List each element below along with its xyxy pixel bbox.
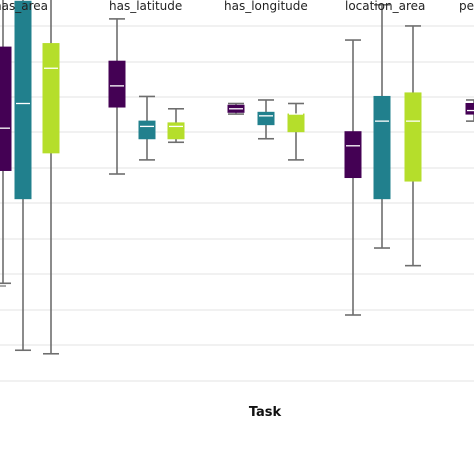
iqr-box xyxy=(14,0,32,200)
box-has_longitude-series-2 xyxy=(287,102,305,161)
x-axis-title: Task xyxy=(249,405,282,420)
box-has_latitude-series-0 xyxy=(108,18,126,175)
category-label-pe: pe xyxy=(459,0,474,13)
box-has_area-series-0 xyxy=(0,0,12,285)
box-location_area-series-1 xyxy=(373,4,391,249)
iqr-box xyxy=(257,111,275,126)
iqr-box xyxy=(108,60,126,108)
category-label-location-area: location_area xyxy=(345,0,425,13)
box-has_latitude-series-2 xyxy=(167,107,185,144)
box-series xyxy=(0,0,474,355)
iqr-box xyxy=(287,113,305,133)
iqr-box xyxy=(138,120,156,140)
box-pe-series-0 xyxy=(465,99,474,122)
iqr-box xyxy=(167,122,185,140)
category-label-has-area: has_area xyxy=(0,0,48,13)
box-has_longitude-series-0 xyxy=(227,102,245,115)
iqr-box xyxy=(0,46,12,171)
grid-lines xyxy=(0,25,474,382)
box-has_area-series-2 xyxy=(42,0,60,355)
iqr-box xyxy=(373,95,391,200)
box-has_area-series-1 xyxy=(14,0,32,352)
iqr-box xyxy=(42,43,60,154)
box-location_area-series-0 xyxy=(344,39,362,316)
iqr-box xyxy=(344,131,362,179)
iqr-box xyxy=(404,92,422,182)
category-label-has-latitude: has_latitude xyxy=(109,0,182,13)
category-label-has-longitude: has_longitude xyxy=(224,0,308,13)
box-has_latitude-series-1 xyxy=(138,95,156,161)
box-has_longitude-series-1 xyxy=(257,99,275,140)
iqr-box xyxy=(465,103,474,115)
box-location_area-series-2 xyxy=(404,25,422,267)
